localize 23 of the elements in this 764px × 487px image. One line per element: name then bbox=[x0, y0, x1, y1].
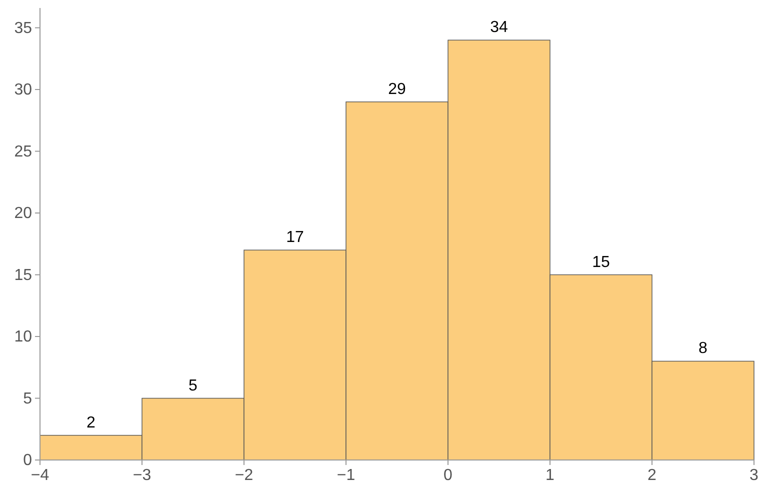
y-tick-label: 35 bbox=[14, 20, 32, 37]
data-label: 8 bbox=[698, 340, 708, 358]
data-label: 34 bbox=[490, 19, 508, 36]
y-tick-label: 30 bbox=[14, 82, 32, 99]
y-tick-label: 10 bbox=[14, 328, 32, 346]
x-tick-label: −4 bbox=[30, 467, 50, 484]
x-tick-label: 1 bbox=[546, 467, 555, 484]
data-label: 5 bbox=[188, 377, 198, 394]
x-tick-label: −2 bbox=[234, 467, 254, 484]
data-label: 2 bbox=[86, 414, 96, 432]
data-label: 17 bbox=[286, 229, 304, 246]
x-tick-label: 2 bbox=[648, 467, 657, 484]
y-tick-label: 5 bbox=[23, 390, 32, 408]
y-tick-label: 15 bbox=[14, 266, 32, 284]
data-label: 15 bbox=[592, 254, 610, 271]
x-tick-label: 3 bbox=[750, 467, 759, 484]
y-tick-label: 0 bbox=[23, 452, 32, 469]
y-tick-label: 25 bbox=[14, 143, 32, 160]
x-tick-label: 0 bbox=[444, 467, 453, 484]
y-tick-label: 20 bbox=[14, 205, 32, 222]
data-label: 29 bbox=[388, 80, 406, 98]
x-tick-label: −1 bbox=[336, 467, 356, 484]
x-tick-label: −3 bbox=[132, 467, 152, 484]
